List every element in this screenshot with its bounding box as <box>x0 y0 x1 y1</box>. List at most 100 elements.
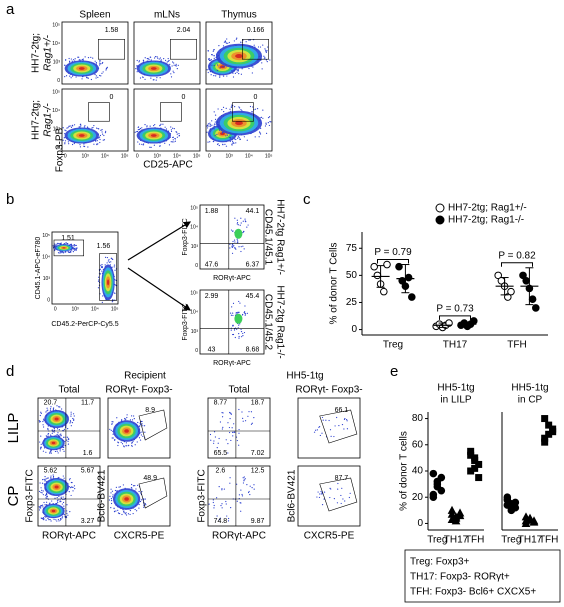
event-dot <box>265 59 267 61</box>
event-dot <box>65 242 67 244</box>
event-dot <box>57 242 59 244</box>
event-dot <box>176 68 178 70</box>
event-dot <box>154 123 156 126</box>
event-dot <box>214 134 216 136</box>
event-dot <box>42 494 44 496</box>
event-dot <box>222 45 225 47</box>
event-dot <box>47 433 49 435</box>
event-dot <box>65 516 68 519</box>
event-dot <box>241 411 243 413</box>
event-dot <box>60 496 62 498</box>
quadrant-value: 6.37 <box>246 261 260 268</box>
event-dot <box>62 127 64 129</box>
event-dot <box>150 59 152 61</box>
quadrant-value: 18.7 <box>251 400 265 407</box>
event-dot <box>221 428 223 430</box>
event-dot <box>96 143 98 146</box>
event-dot <box>241 314 244 316</box>
event-dot <box>226 38 228 40</box>
y-tick-label: 75 <box>346 243 358 254</box>
event-dot <box>258 136 260 138</box>
event-dot <box>68 57 70 60</box>
event-dot <box>87 77 89 79</box>
event-dot <box>266 61 268 63</box>
flow-tick-label: 0 <box>195 348 198 354</box>
event-dot <box>164 59 167 61</box>
panel-letter: c <box>303 191 311 208</box>
event-dot <box>61 517 63 519</box>
data-point <box>503 501 512 509</box>
event-dot <box>253 488 255 490</box>
event-dot <box>71 124 74 126</box>
event-dot <box>70 486 72 489</box>
event-dot <box>73 245 76 247</box>
event-dot <box>219 421 222 423</box>
event-dot <box>232 76 235 78</box>
event-dot <box>66 436 69 438</box>
event-dot <box>69 422 71 424</box>
event-dot <box>136 65 138 67</box>
event-dot <box>212 501 214 504</box>
event-dot <box>223 111 225 113</box>
event-dot <box>210 439 212 441</box>
event-dot <box>230 439 232 442</box>
event-dot <box>251 422 253 424</box>
event-dot <box>232 230 234 232</box>
event-dot <box>45 497 47 499</box>
event-dot <box>65 130 67 132</box>
legend-box <box>404 549 561 603</box>
event-dot <box>100 266 102 268</box>
row-label: CP <box>5 486 22 507</box>
event-dot <box>136 131 138 133</box>
event-dot <box>49 451 51 453</box>
event-dot <box>171 61 174 63</box>
event-dot <box>226 134 229 136</box>
event-dot <box>242 482 245 484</box>
event-dot <box>225 500 227 503</box>
event-dot <box>52 474 54 476</box>
event-dot <box>56 434 58 436</box>
event-dot <box>262 117 264 119</box>
event-dot <box>137 421 139 424</box>
event-dot <box>214 436 217 438</box>
event-dot <box>228 136 230 139</box>
event-dot <box>210 58 212 61</box>
event-dot <box>237 68 239 71</box>
event-dot <box>60 251 62 253</box>
event-dot <box>228 431 231 434</box>
event-dot <box>57 499 59 501</box>
gate-value: 0 <box>182 94 186 101</box>
event-dot <box>50 476 52 478</box>
event-dot <box>170 129 172 131</box>
event-dot <box>121 443 124 445</box>
event-dot <box>250 423 253 425</box>
event-dot <box>318 426 320 428</box>
event-dot <box>73 249 76 251</box>
event-dot <box>62 475 64 477</box>
event-dot <box>144 498 147 500</box>
event-dot <box>84 125 86 127</box>
event-dot <box>45 478 47 480</box>
event-dot <box>232 240 234 243</box>
quadrant-value: 9.87 <box>251 518 265 525</box>
event-dot <box>143 506 145 508</box>
event-dot <box>111 421 113 423</box>
event-dot <box>102 295 104 297</box>
event-dot <box>40 506 42 508</box>
event-dot <box>67 428 69 430</box>
event-dot <box>265 123 267 125</box>
event-dot <box>58 243 60 245</box>
event-dot <box>218 44 220 47</box>
plot-frame <box>37 397 101 459</box>
event-dot <box>223 488 225 490</box>
event-dot <box>233 329 236 331</box>
event-dot <box>49 518 51 521</box>
event-dot <box>248 411 250 413</box>
event-dot <box>51 500 53 502</box>
x-axis-label: RORγt-APC <box>212 531 266 542</box>
event-dot <box>144 431 146 433</box>
event-dot <box>136 71 138 73</box>
flow-tick-label: 10³ <box>153 153 161 159</box>
event-dot <box>42 418 45 420</box>
y-tick-label: 20 <box>412 492 424 503</box>
